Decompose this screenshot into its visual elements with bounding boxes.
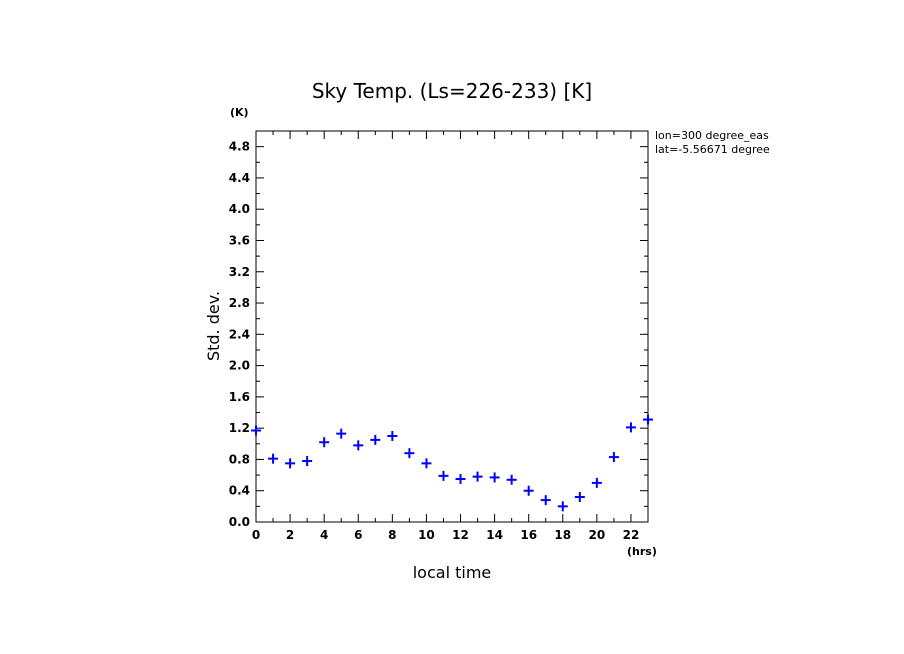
data-point (574, 491, 585, 502)
data-point (336, 428, 347, 439)
y-tick-label: 4.8 (229, 140, 250, 154)
y-tick-label: 1.6 (229, 390, 250, 404)
x-tick-label: 16 (520, 528, 537, 542)
data-point (438, 470, 449, 481)
data-point (285, 458, 296, 469)
annotation-lat: lat=-5.56671 degree (655, 143, 770, 156)
y-tick-label: 4.4 (229, 171, 250, 185)
data-point (421, 458, 432, 469)
x-tick-label: 20 (589, 528, 606, 542)
chart-title: Sky Temp. (Ls=226-233) [K] (312, 79, 592, 103)
y-axis-label: Std. dev. (204, 291, 223, 361)
y-unit-label: (K) (230, 106, 249, 119)
x-unit-label: (hrs) (627, 545, 657, 558)
x-axis: 0 2 4 6 8 10 12 14 16 18 20 22 (252, 131, 649, 542)
y-tick-label: 0.4 (229, 484, 250, 498)
data-points (251, 414, 653, 512)
data-point (302, 456, 313, 467)
y-tick-label: 0.8 (229, 452, 250, 466)
x-tick-label: 4 (320, 528, 328, 542)
data-point (404, 448, 415, 459)
x-tick-label: 10 (418, 528, 435, 542)
x-axis-label: local time (413, 563, 492, 582)
data-point (455, 473, 466, 484)
y-tick-label: 1.2 (229, 421, 250, 435)
data-point (353, 440, 364, 451)
y-tick-label: 2.4 (229, 327, 250, 341)
y-tick-label: 2.0 (229, 359, 250, 373)
x-tick-label: 8 (388, 528, 396, 542)
data-point (540, 495, 551, 506)
data-point (489, 472, 500, 483)
data-point (387, 430, 398, 441)
data-point (557, 501, 568, 512)
x-tick-label: 0 (252, 528, 260, 542)
data-point (608, 452, 619, 463)
annotation-lon: lon=300 degree_eas (655, 129, 769, 142)
data-point (625, 422, 636, 433)
data-point (370, 434, 381, 445)
x-tick-label: 22 (623, 528, 640, 542)
x-tick-label: 6 (354, 528, 362, 542)
data-point (591, 477, 602, 488)
y-tick-label: 0.0 (229, 515, 250, 529)
y-tick-label: 3.2 (229, 265, 250, 279)
data-point (523, 485, 534, 496)
x-tick-label: 14 (486, 528, 503, 542)
x-tick-label: 2 (286, 528, 294, 542)
y-tick-label: 3.6 (229, 233, 250, 247)
data-point (319, 437, 330, 448)
x-tick-label: 18 (554, 528, 571, 542)
plot-frame (255, 130, 649, 523)
data-point (643, 414, 653, 425)
data-point (268, 453, 279, 464)
y-tick-label: 4.0 (229, 202, 250, 216)
y-axis: 0.0 0.4 0.8 1.2 1.6 2.0 2.4 2.8 3.2 3.6 4.0 4.4 4.8 (229, 130, 648, 529)
data-point (472, 471, 483, 482)
data-point (506, 474, 517, 485)
x-tick-label: 12 (452, 528, 469, 542)
data-point (251, 425, 261, 436)
y-tick-label: 2.8 (229, 296, 250, 310)
